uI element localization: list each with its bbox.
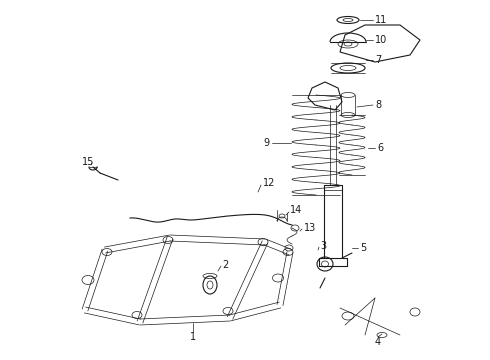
Text: 2: 2: [222, 260, 228, 270]
Text: 13: 13: [304, 223, 316, 233]
Text: 14: 14: [290, 205, 302, 215]
Text: 8: 8: [375, 100, 381, 110]
Text: 1: 1: [190, 332, 196, 342]
Text: 10: 10: [375, 35, 387, 45]
Text: 12: 12: [263, 178, 275, 188]
Text: 4: 4: [375, 337, 381, 347]
Text: 11: 11: [375, 15, 387, 25]
Text: 6: 6: [377, 143, 383, 153]
Text: 7: 7: [375, 55, 381, 65]
Text: 5: 5: [360, 243, 366, 253]
Text: 3: 3: [320, 241, 326, 251]
Text: 15: 15: [82, 157, 94, 167]
Text: 9: 9: [264, 138, 270, 148]
